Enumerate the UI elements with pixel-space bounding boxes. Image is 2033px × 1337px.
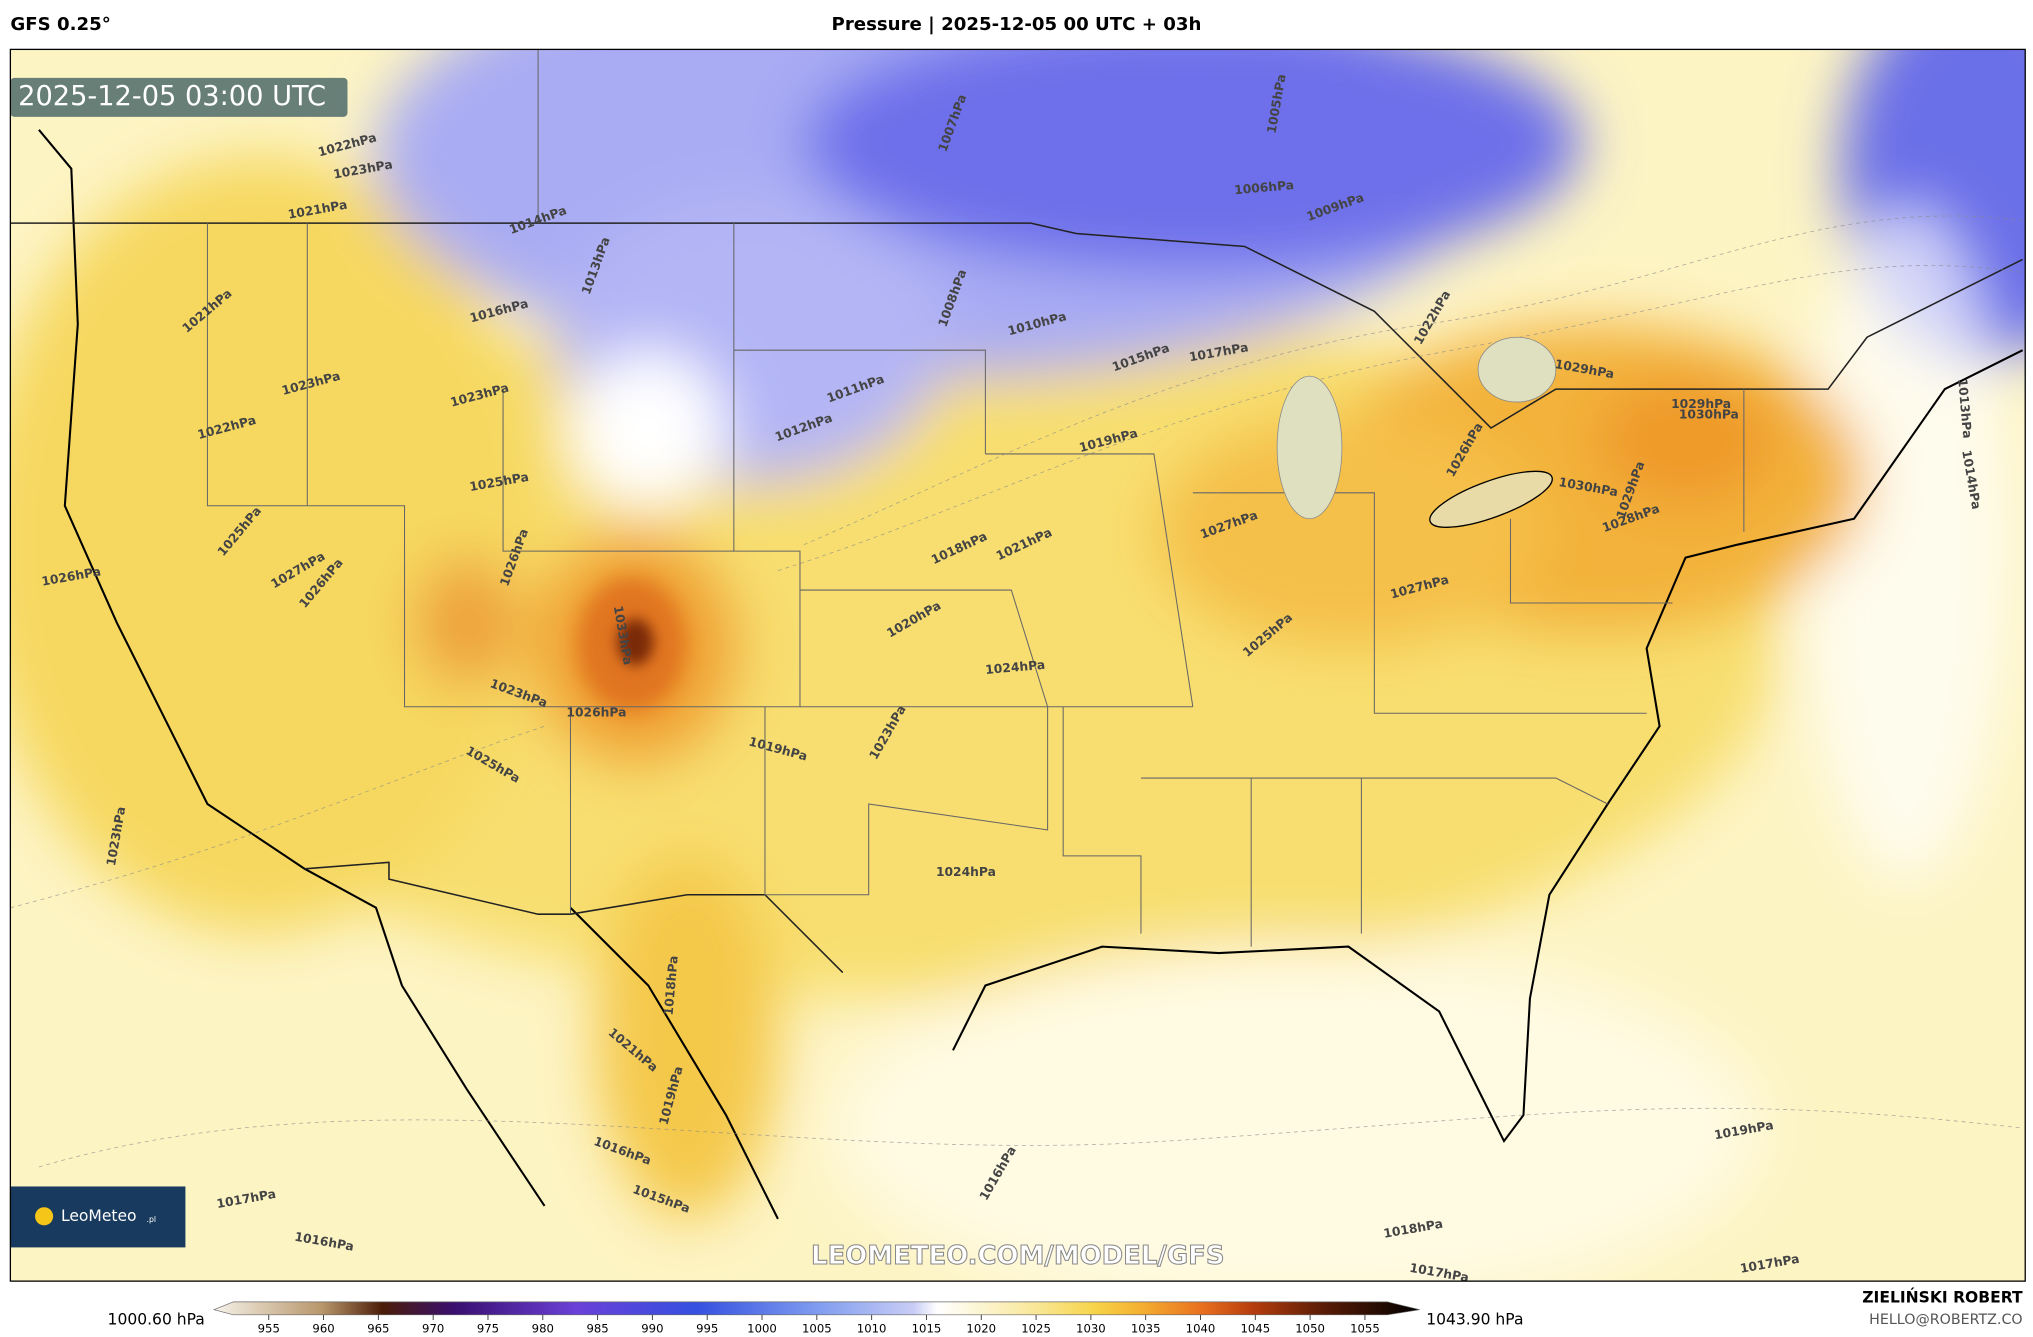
colorbar-tick-label: 1055	[1350, 1322, 1380, 1336]
colorbar-tick-label: 1015	[912, 1322, 942, 1336]
colorbar-tick-label: 1045	[1240, 1322, 1270, 1336]
colorbar-tick-label: 1050	[1295, 1322, 1325, 1336]
colorbar-tick-label: 985	[586, 1322, 608, 1336]
logo-text: LeoMeteo	[61, 1207, 137, 1225]
watermark: LEOMETEO.COM/MODEL/GFS	[811, 1241, 1224, 1271]
logo-sun	[35, 1207, 54, 1226]
colorbar-tick-label: 1030	[1076, 1322, 1106, 1336]
email: HELLO@ROBERTZ.CO	[1869, 1312, 2022, 1328]
colorbar-tick-label: 1035	[1131, 1322, 1161, 1336]
colorbar-tick-label: 1005	[802, 1322, 832, 1336]
colorbar-tick-label: 1000	[747, 1322, 777, 1336]
logo-suffix: .pl	[147, 1215, 157, 1224]
colorbar-tick-label: 975	[477, 1322, 499, 1336]
isobar-label: 1029hPa	[1671, 397, 1731, 411]
colorbar-tick-label: 960	[312, 1322, 334, 1336]
isobar-label: 1026hPa	[566, 706, 626, 720]
model-name: GFS 0.25°	[10, 14, 110, 35]
map-frame	[9, 48, 2026, 1282]
isobar-label: 1024hPa	[936, 865, 996, 879]
isobar-label: 1018hPa	[662, 955, 681, 1016]
isobar-label: 1006hPa	[1234, 178, 1295, 197]
colorbar-tick-label: 970	[422, 1322, 444, 1336]
author: ZIELIŃSKI ROBERT	[1862, 1287, 2023, 1306]
colorbar-tick-label: 990	[641, 1322, 663, 1336]
map-title: Pressure | 2025-12-05 00 UTC + 03h	[832, 14, 1202, 35]
timestamp-box	[10, 77, 348, 117]
colorbar-tick-label: 1010	[857, 1322, 887, 1336]
colorbar-max: 1043.90 hPa	[1426, 1311, 1523, 1329]
isobar-label: 1013hPa	[1955, 378, 1974, 439]
colorbar-tick-label: 1020	[966, 1322, 996, 1336]
colorbar-min: 1000.60 hPa	[108, 1311, 205, 1329]
colorbar-tick-label: 1025	[1021, 1322, 1051, 1336]
colorbar-tick-label: 995	[696, 1322, 718, 1336]
colorbar	[212, 1301, 1420, 1316]
timestamp: 2025-12-05 03:00 UTC	[18, 81, 326, 112]
colorbar-tick-label: 980	[532, 1322, 554, 1336]
isobar-label: 1024hPa	[985, 658, 1046, 677]
colorbar-tick-label: 1040	[1186, 1322, 1216, 1336]
isobar-label: 1030hPa	[1679, 408, 1739, 422]
colorbar-tick-label: 965	[367, 1322, 389, 1336]
colorbar-tick-label: 955	[258, 1322, 280, 1336]
